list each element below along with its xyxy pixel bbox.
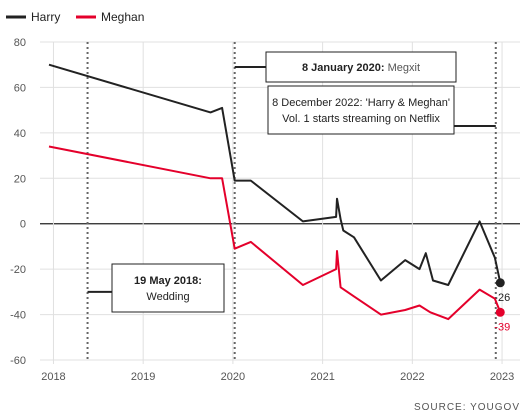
- x-tick-label: 2020: [221, 371, 245, 383]
- series-line-harry: [48, 63, 502, 286]
- anno-text: Megxit: [388, 62, 420, 74]
- legend-label-harry: Harry: [31, 10, 60, 24]
- anno-text-line: Vol. 1 starts streaming on Netflix: [282, 113, 440, 125]
- anno-date: 8 January 2020:: [302, 62, 388, 74]
- y-tick-label: -60: [10, 355, 26, 367]
- annotations: 19 May 2018: Wedding 8 January 2020: Megxi…: [87, 51, 496, 313]
- event-lines: [86, 42, 497, 360]
- x-tick-label: 2019: [131, 371, 155, 383]
- anno-text-line: 8 December 2022: 'Harry & Meghan': [272, 97, 450, 109]
- anno-box: [267, 85, 455, 135]
- x-tick-label: 2021: [310, 371, 334, 383]
- end-point-harry: [495, 278, 505, 288]
- anno-text: Wedding: [146, 291, 189, 303]
- y-axis: 80 60 40 20 0 -20 -40 -60: [10, 37, 26, 367]
- y-tick-label: 0: [20, 219, 26, 231]
- y-tick-label: 80: [14, 37, 26, 49]
- source-note: SOURCE: YOUGOV: [414, 402, 520, 413]
- y-tick-label: 40: [14, 128, 26, 140]
- end-point-meghan: [495, 307, 505, 317]
- y-tick-label: -20: [10, 264, 26, 276]
- legend-label-meghan: Meghan: [101, 10, 144, 24]
- series-lines: -26 -39: [48, 63, 510, 333]
- anno-box: [265, 51, 457, 83]
- x-tick-label: 2018: [41, 371, 65, 383]
- x-axis: 2018 2019 2020 2021 2022 2023: [41, 371, 514, 383]
- end-label-meghan: -39: [494, 321, 510, 333]
- end-label-harry: -26: [494, 292, 510, 304]
- legend: Harry Meghan: [6, 10, 144, 24]
- anno-date: 19 May 2018:: [134, 275, 202, 287]
- y-tick-label: 60: [14, 82, 26, 94]
- anno-box: [111, 263, 225, 313]
- x-tick-label: 2022: [400, 371, 424, 383]
- y-tick-label: 20: [14, 173, 26, 185]
- anno-text-megxit: 8 January 2020: Megxit: [302, 62, 420, 74]
- y-tick-label: -40: [10, 310, 26, 322]
- x-tick-label: 2023: [490, 371, 514, 383]
- series-line-meghan: [48, 145, 502, 321]
